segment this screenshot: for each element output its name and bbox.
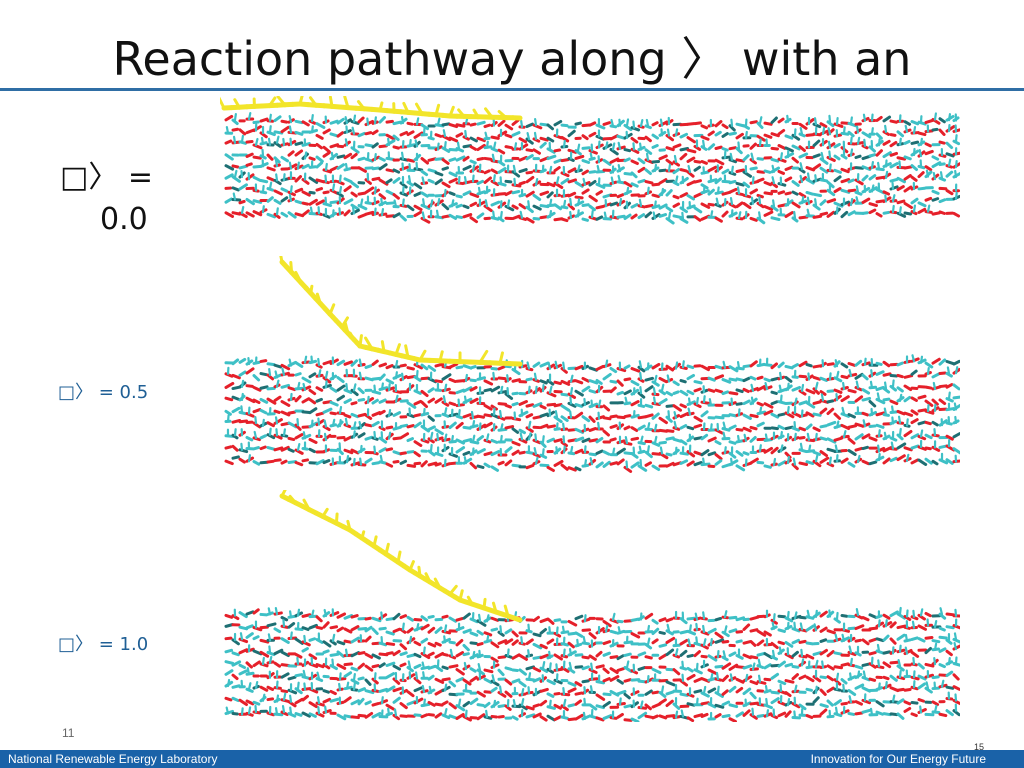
reaction-coordinate-label-10: □〉 = 1.0 <box>58 634 149 655</box>
ligand-chain <box>279 256 523 367</box>
footer-bar: National Renewable Energy Laboratory Inn… <box>0 750 1024 768</box>
footer-tagline: Innovation for Our Energy Future <box>810 752 986 766</box>
footer-organization: National Renewable Energy Laboratory <box>8 752 218 766</box>
label-line-1: □〉 = <box>60 160 154 195</box>
reaction-coordinate-label-0: □〉 = 0.0 <box>60 160 153 238</box>
title-divider <box>0 88 1024 91</box>
molecule-panel-0 <box>220 96 960 226</box>
molecule-panel-10 <box>220 490 960 722</box>
molecule-panel-05 <box>220 256 960 476</box>
cellulose-crystal <box>224 111 960 225</box>
slide-title: Reaction pathway along 〉 with an <box>112 32 912 86</box>
cellulose-crystal <box>224 354 960 473</box>
reaction-coordinate-label-05: □〉 = 0.5 <box>58 382 149 403</box>
ligand-chain <box>220 96 523 121</box>
page-number: 11 <box>62 726 75 740</box>
page-number-right: 15 <box>974 742 985 752</box>
ligand-chain <box>279 490 523 623</box>
label-line-2: 0.0 <box>100 202 148 237</box>
cellulose-crystal <box>224 606 960 722</box>
